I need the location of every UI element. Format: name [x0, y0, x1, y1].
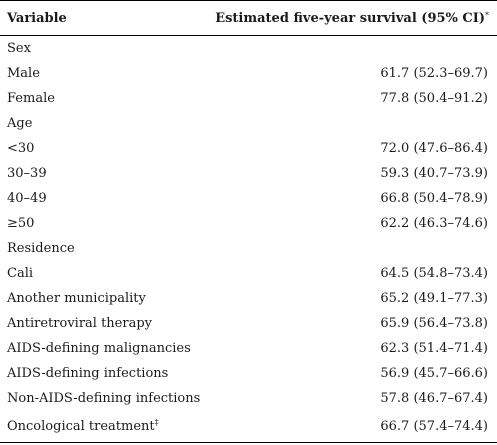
row-label: Non-AIDS-defining infections: [7, 391, 201, 406]
table-row: 30–39 59.3 (40.7–73.9): [0, 161, 497, 186]
bottom-rule: [0, 442, 497, 443]
row-label: 40–49: [7, 191, 47, 206]
table-row: Oncological treatment‡ 66.7 (57.4–74.4): [0, 414, 497, 439]
row-value: 66.7 (57.4–74.4): [380, 419, 488, 434]
header-estimate-footnote-mark: *: [485, 11, 489, 20]
row-value: 64.5 (54.8–73.4): [380, 266, 488, 281]
row-label: Oncological treatment‡: [7, 414, 159, 439]
table-row: Cali 64.5 (54.8–73.4): [0, 261, 497, 286]
table-header: Variable Estimated five-year survival (9…: [0, 0, 497, 36]
row-label: Sex: [7, 41, 31, 56]
row-label: Male: [7, 66, 40, 81]
row-value: 59.3 (40.7–73.9): [380, 166, 488, 181]
row-label: Antiretroviral therapy: [7, 316, 152, 331]
table-row: Antiretroviral therapy 65.9 (56.4–73.8): [0, 311, 497, 336]
row-value: 57.8 (46.7–67.4): [380, 391, 488, 406]
row-label: ≥50: [7, 216, 35, 231]
table-row: ≥50 62.2 (46.3–74.6): [0, 211, 497, 236]
row-label: Residence: [7, 241, 75, 256]
table-row: Male 61.7 (52.3–69.7): [0, 61, 497, 86]
header-estimate-label: Estimated five-year survival (95% CI): [215, 11, 485, 26]
row-label: Age: [7, 116, 33, 131]
row-value: 77.8 (50.4–91.2): [380, 91, 488, 106]
table-row: Another municipality 65.2 (49.1–77.3): [0, 286, 497, 311]
table-row: AIDS-defining malignancies 62.3 (51.4–71…: [0, 336, 497, 361]
row-label: AIDS-defining infections: [7, 366, 169, 381]
row-value: 66.8 (50.4–78.9): [380, 191, 488, 206]
row-value: 65.2 (49.1–77.3): [380, 291, 488, 306]
row-label: Cali: [7, 266, 34, 281]
table-row: 40–49 66.8 (50.4–78.9): [0, 186, 497, 211]
row-footnote-mark: ‡: [154, 418, 159, 427]
header-variable: Variable: [7, 11, 67, 26]
table-row: Sex: [0, 36, 497, 61]
row-label: 30–39: [7, 166, 47, 181]
table-row: <30 72.0 (47.6–86.4): [0, 136, 497, 161]
row-value: 61.7 (52.3–69.7): [380, 66, 488, 81]
row-label: Female: [7, 91, 55, 106]
table-row: AIDS-defining infections 56.9 (45.7–66.6…: [0, 361, 497, 386]
row-label: AIDS-defining malignancies: [7, 341, 191, 356]
row-value: 56.9 (45.7–66.6): [380, 366, 488, 381]
header-estimate: Estimated five-year survival (95% CI)*: [215, 11, 489, 26]
row-value: 62.2 (46.3–74.6): [380, 216, 488, 231]
table-row: Residence: [0, 236, 497, 261]
table-row: Female 77.8 (50.4–91.2): [0, 86, 497, 111]
table-row: Age: [0, 111, 497, 136]
row-value: 72.0 (47.6–86.4): [380, 141, 488, 156]
row-label: <30: [7, 141, 35, 156]
table-row: Non-AIDS-defining infections 57.8 (46.7–…: [0, 386, 497, 411]
row-label: Another municipality: [7, 291, 146, 306]
row-label-text: Oncological treatment: [7, 419, 155, 434]
row-value: 65.9 (56.4–73.8): [380, 316, 488, 331]
row-value: 62.3 (51.4–71.4): [380, 341, 488, 356]
